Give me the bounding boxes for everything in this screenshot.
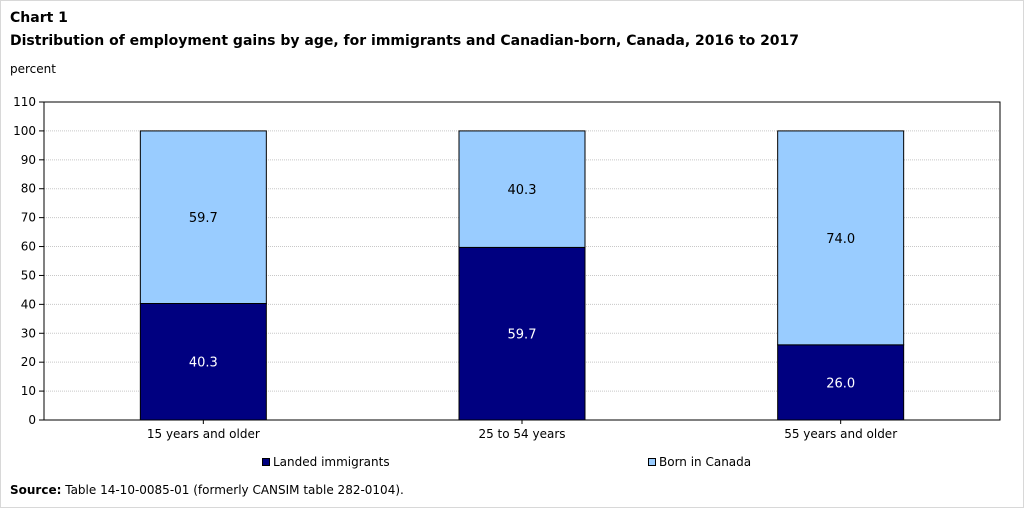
x-tick-label-1: 15 years and older (147, 427, 260, 441)
legend-swatch-landed-immigrants (262, 458, 270, 466)
bar-landed-immigrants-2 (458, 246, 586, 421)
y-tick-label-30: 30 (21, 326, 36, 340)
y-tick-label-90: 90 (21, 153, 36, 167)
legend-swatch-born-in-canada (648, 458, 656, 466)
y-tick-label-20: 20 (21, 355, 36, 369)
legend-item-born-in-canada: Born in Canada (648, 455, 751, 469)
bar-born-in-canada-3 (777, 130, 905, 346)
y-tick-label-0: 0 (28, 413, 36, 427)
data-label-born-in-canada-1: 59.7 (189, 211, 218, 226)
y-tick-label-80: 80 (21, 182, 36, 196)
legend-label-born-in-canada: Born in Canada (659, 455, 752, 469)
data-label-landed-immigrants-2: 59.7 (508, 328, 537, 343)
legend-item-landed-immigrants: Landed immigrants (262, 455, 390, 469)
legend-label-landed-immigrants: Landed immigrants (273, 455, 390, 469)
source-note: Source: Table 14-10-0085-01 (formerly CA… (10, 483, 404, 497)
chart-number: Chart 1 (10, 10, 68, 26)
data-label-landed-immigrants-3: 26.0 (826, 376, 855, 391)
y-tick-label-60: 60 (21, 240, 36, 254)
y-tick-label-70: 70 (21, 211, 36, 225)
bar-born-in-canada-2 (458, 130, 586, 248)
x-tick-label-2: 25 to 54 years (478, 427, 565, 441)
y-tick-label-10: 10 (21, 384, 36, 398)
y-tick-label-100: 100 (13, 124, 36, 138)
source-label: Source: (10, 483, 62, 497)
source-text: Table 14-10-0085-01 (formerly CANSIM tab… (65, 483, 404, 497)
data-label-born-in-canada-2: 40.3 (508, 183, 537, 198)
x-tick-label-3: 55 years and older (784, 427, 897, 441)
legend: Landed immigrants Born in Canada (0, 455, 1024, 471)
bar-born-in-canada-1 (139, 130, 267, 304)
y-tick-label-40: 40 (21, 297, 36, 311)
chart-title: Distribution of employment gains by age,… (10, 33, 800, 49)
y-tick-label-110: 110 (13, 95, 36, 109)
y-tick-label-50: 50 (21, 268, 36, 282)
data-label-landed-immigrants-1: 40.3 (189, 356, 218, 371)
bar-landed-immigrants-3 (777, 344, 905, 421)
data-label-born-in-canada-3: 74.0 (826, 232, 855, 247)
y-axis-unit-label: percent (10, 62, 56, 76)
